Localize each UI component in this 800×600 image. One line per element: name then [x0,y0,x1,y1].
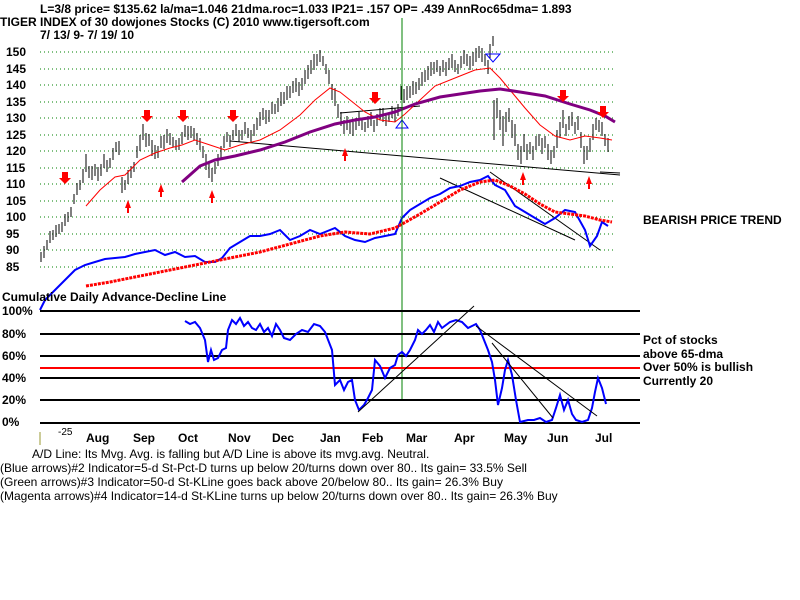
y-tick: 110 [6,177,26,191]
legend-line: Currently 20 [643,374,714,388]
ad-line-note: A/D Line: Its Mvg. Avg. is falling but A… [32,447,430,461]
stray-label: -25 [58,427,73,438]
pct-tick: 100% [2,304,33,318]
y-tick: 125 [6,128,27,142]
legend-line: Over 50% is bullish [643,360,754,374]
y-tick: 130 [6,111,27,125]
pct-tick: 80% [2,327,27,341]
date-range: 7/ 13/ 9- 7/ 19/ 10 [40,28,135,42]
magenta-arrows-note: (Magenta arrows)#4 Indicator=14-d St-KLi… [0,489,558,503]
chart-title: TIGER INDEX of 30 dowjones Stocks (C) 20… [0,15,370,29]
y-tick: 105 [6,194,27,208]
price-gridlines [40,51,615,268]
pct-tick: 0% [2,415,20,429]
stats-line: L=3/8 price= $135.62 la/ma=1.046 21dma.r… [40,2,572,16]
pct-gridlines [40,310,640,424]
month-label: May [504,431,528,445]
month-label: Nov [228,431,251,445]
pct-tick: 20% [2,393,27,407]
trend-lines [229,105,621,251]
month-label: Mar [406,431,428,445]
legend-line: above 65-dma [643,347,724,361]
y-tick: 95 [6,227,20,241]
month-label: Oct [178,431,199,445]
month-label: Feb [362,431,384,445]
ad-line [39,174,609,311]
trend-label: BEARISH PRICE TREND [643,213,782,227]
legend-line: Pct of stocks [643,333,718,347]
signal-arrows [59,90,609,213]
pct-trend-lines [357,305,598,419]
blue-arrows-note: (Blue arrows)#2 Indicator=5-d St-Pct-D t… [0,461,527,475]
y-tick: 150 [6,45,27,59]
month-label: Aug [86,431,110,445]
y-tick: 90 [6,243,20,257]
y-tick: 100 [6,210,27,224]
month-label: Jan [320,431,341,445]
month-label: Jul [595,431,613,445]
month-label: Dec [272,431,295,445]
ad-ma-line [85,178,613,288]
y-tick: 140 [6,78,27,92]
y-tick: 135 [6,95,27,109]
y-tick: 115 [6,161,26,175]
y-tick: 145 [6,62,27,76]
pct-tick: 60% [2,349,27,363]
month-label: Apr [454,431,475,445]
pct-above-65dma-line [184,316,607,424]
y-tick: 120 [6,144,27,158]
ma21-line [85,67,613,207]
month-label: Sep [133,431,156,445]
pct-tick: 40% [2,371,27,385]
ma65-line [181,87,616,184]
y-tick: 85 [6,260,20,274]
green-arrows-note: (Green arrows)#3 Indicator=50-d St-KLine… [0,475,503,489]
ad-line-label: Cumulative Daily Advance-Decline Line [2,290,227,304]
month-label: Jun [547,431,569,445]
